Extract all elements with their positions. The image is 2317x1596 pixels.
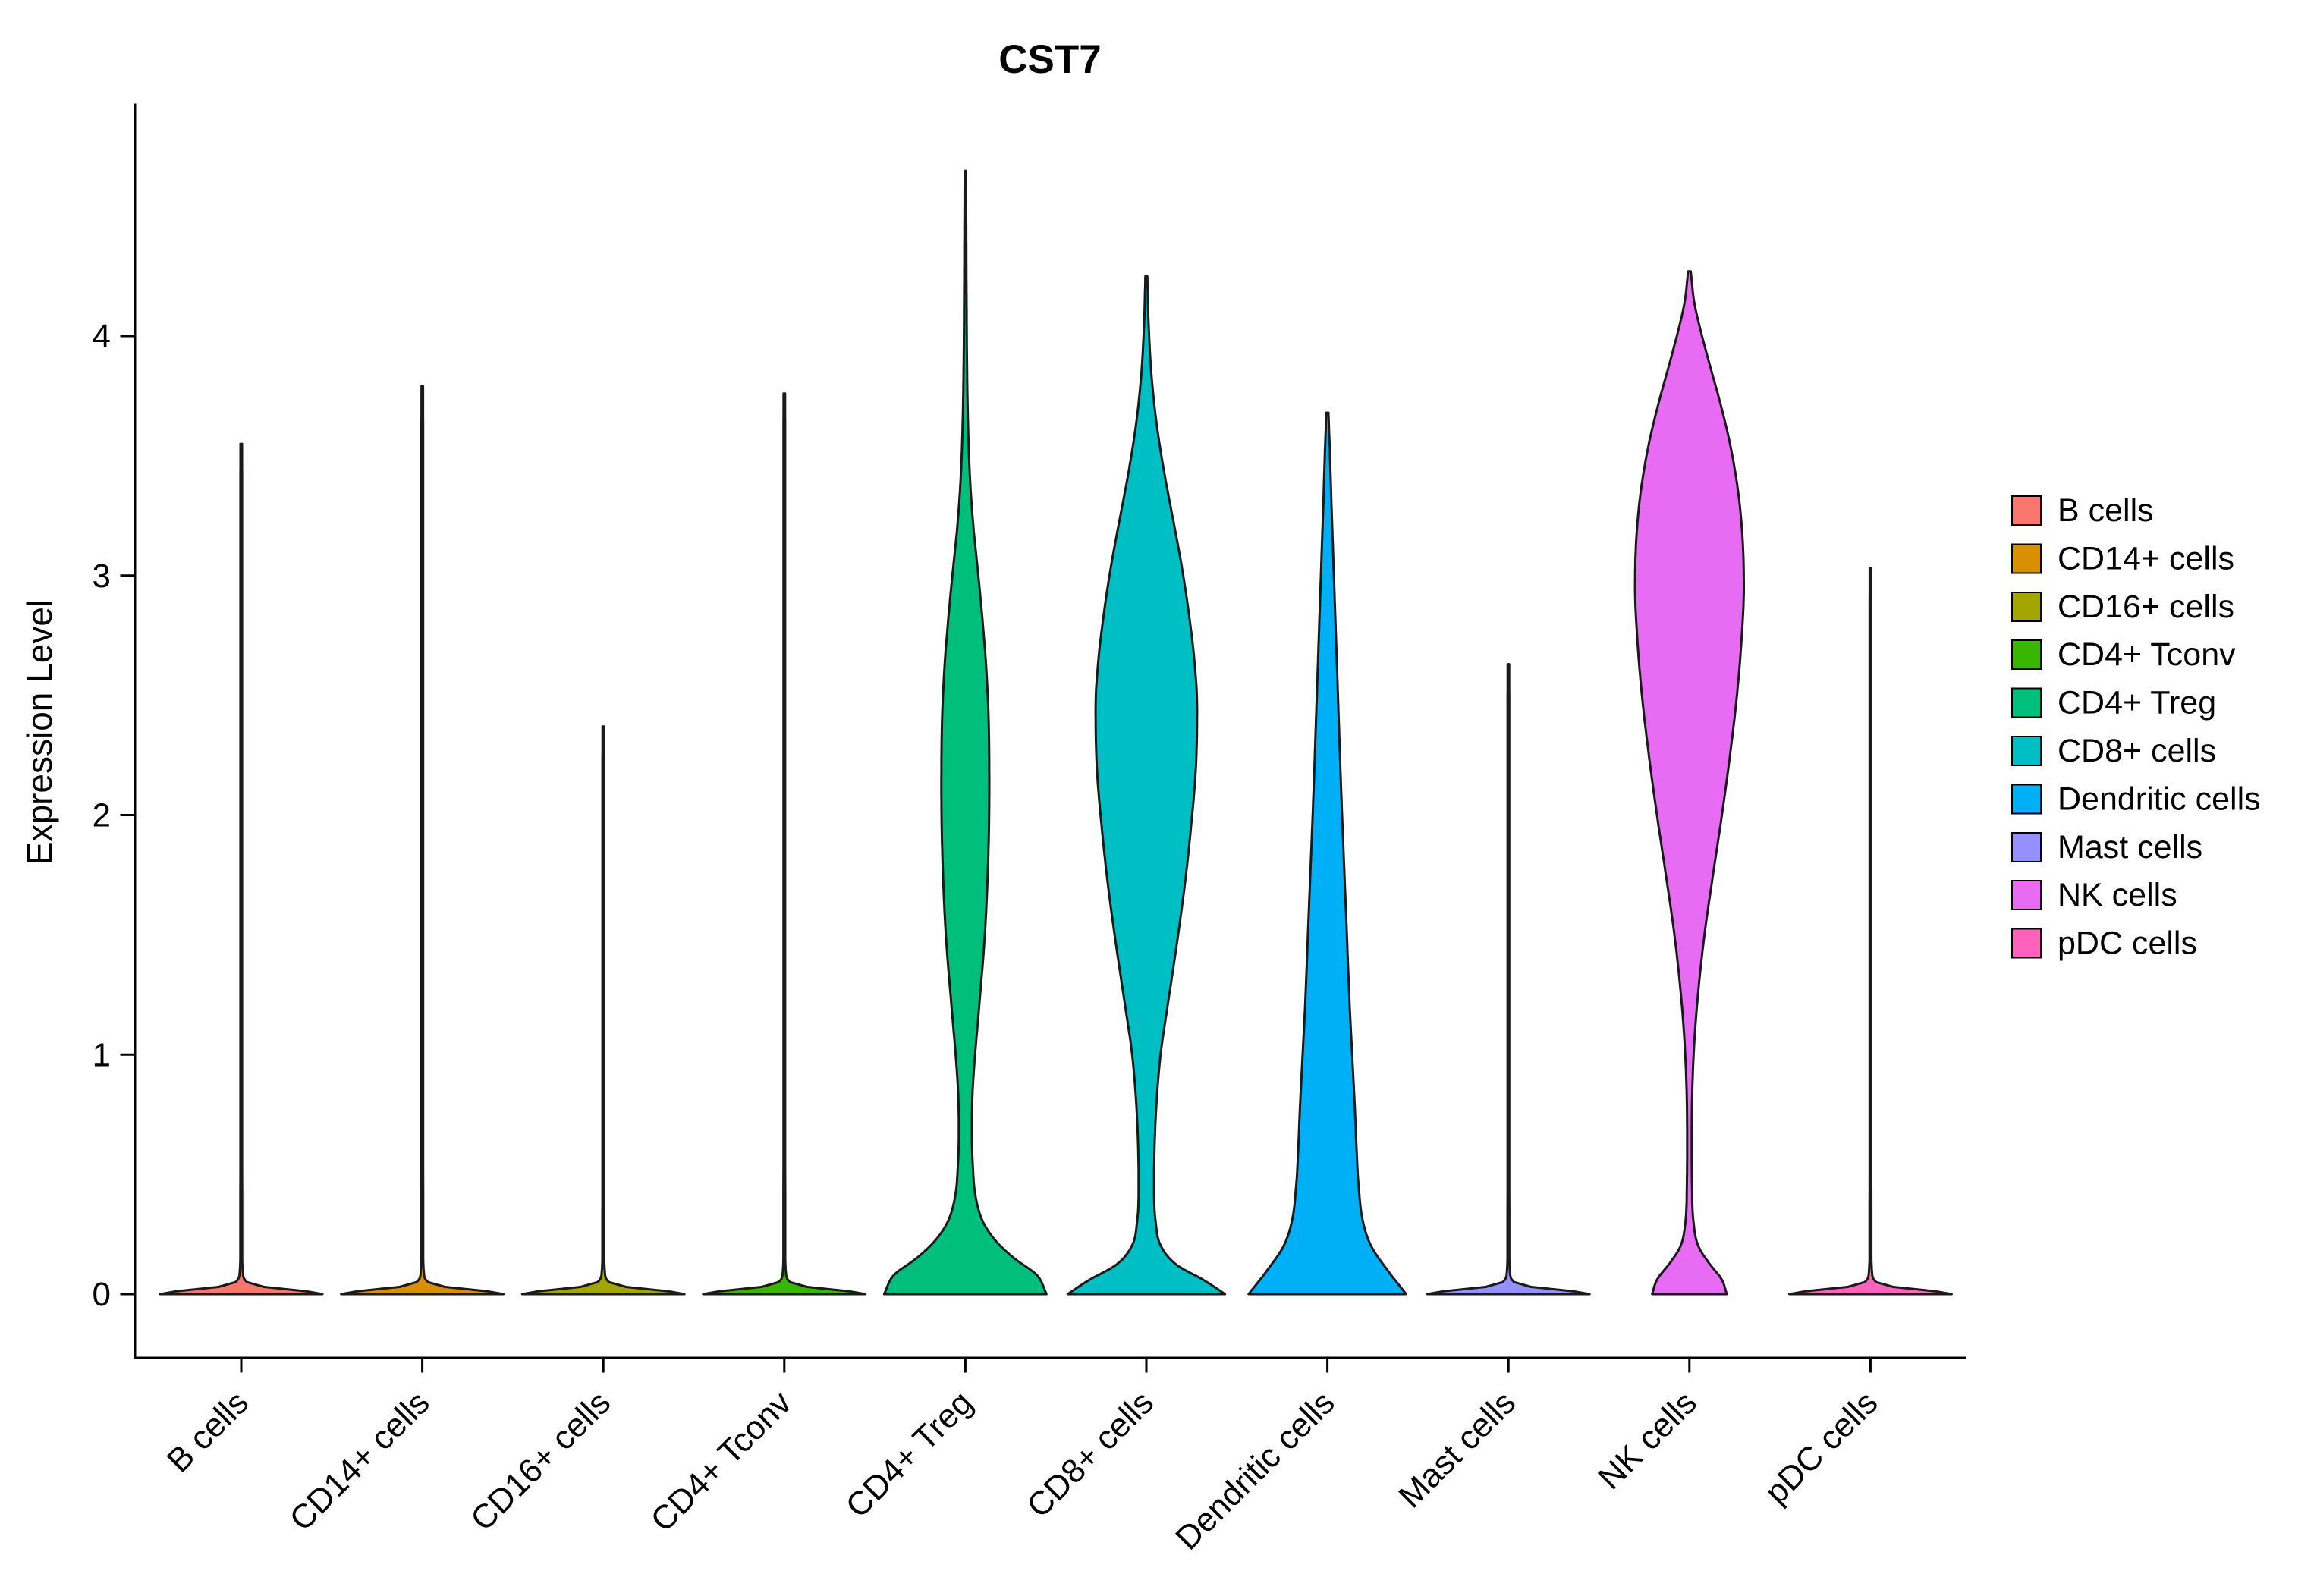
violin-dendritic-cells xyxy=(1247,411,1407,1296)
y-tick-label: 0 xyxy=(93,1276,111,1313)
legend-label: CD14+ cells xyxy=(2058,540,2234,577)
x-tick-label: Dendritic cells xyxy=(1168,1384,1341,1557)
legend-item: pDC cells xyxy=(2011,925,2197,962)
legend-label: Mast cells xyxy=(2058,829,2202,866)
y-tick-label: 3 xyxy=(93,558,111,595)
legend-swatch xyxy=(2011,784,2042,815)
violin-cd14-cells xyxy=(340,385,505,1296)
axes: 0 1 2 3 4 xyxy=(93,103,1966,1373)
legend-swatch xyxy=(2011,687,2042,718)
legend-item: CD4+ Treg xyxy=(2011,685,2216,721)
legend-label: CD4+ Treg xyxy=(2058,685,2216,721)
x-tick-label: CD4+ Treg xyxy=(839,1384,980,1525)
x-axis-labels: B cells CD14+ cells CD16+ cells CD4+ Tconv C… xyxy=(160,1384,1885,1557)
legend-label: NK cells xyxy=(2058,877,2177,913)
violin-cd8-cells xyxy=(1066,275,1227,1296)
legend-swatch xyxy=(2011,543,2042,574)
x-tick-label: CD14+ cells xyxy=(282,1384,436,1538)
x-tick-label: CD16+ cells xyxy=(464,1384,618,1538)
legend-item: CD4+ Tconv xyxy=(2011,636,2236,673)
legend-item: NK cells xyxy=(2011,877,2177,913)
legend-swatch xyxy=(2011,591,2042,622)
legend-label: CD16+ cells xyxy=(2058,589,2234,625)
legend-swatch xyxy=(2011,736,2042,766)
violin-mast-cells xyxy=(1426,663,1591,1296)
x-tick-label: Mast cells xyxy=(1391,1384,1523,1515)
y-axis-label: Expression Level xyxy=(20,599,59,865)
legend: B cells CD14+ cells CD16+ cells CD4+ Tconv C… xyxy=(2011,492,2261,962)
violin-cd16-cells xyxy=(520,725,686,1296)
y-tick-label: 1 xyxy=(93,1036,111,1073)
violin-pdc-cells xyxy=(1787,567,1953,1296)
x-tick-label: CD4+ Tconv xyxy=(643,1384,798,1538)
legend-item: Dendritic cells xyxy=(2011,781,2261,817)
x-tick-label: CD8+ cells xyxy=(1020,1384,1161,1525)
legend-item: B cells xyxy=(2011,492,2154,529)
y-tick-label: 4 xyxy=(93,318,111,355)
legend-item: CD16+ cells xyxy=(2011,589,2234,625)
y-tick-label: 2 xyxy=(93,797,111,834)
legend-swatch xyxy=(2011,831,2042,862)
violins xyxy=(159,169,1953,1296)
legend-label: B cells xyxy=(2058,492,2154,529)
chart-title: CST7 xyxy=(998,37,1101,82)
x-tick-label: B cells xyxy=(160,1384,256,1479)
x-tick-label: pDC cells xyxy=(1758,1384,1885,1511)
legend-label: pDC cells xyxy=(2058,925,2197,962)
legend-label: Dendritic cells xyxy=(2058,781,2261,817)
violin-b-cells xyxy=(159,442,324,1296)
legend-swatch xyxy=(2011,880,2042,911)
legend-swatch xyxy=(2011,928,2042,959)
violin-cd4-treg xyxy=(882,169,1048,1296)
legend-label: CD4+ Tconv xyxy=(2058,636,2236,673)
violin-cd4-tconv xyxy=(702,392,867,1296)
x-tick-label: NK cells xyxy=(1591,1384,1704,1497)
violin-nk-cells xyxy=(1633,270,1745,1296)
legend-label: CD8+ cells xyxy=(2058,733,2216,769)
legend-swatch xyxy=(2011,639,2042,671)
legend-item: Mast cells xyxy=(2011,829,2202,866)
legend-swatch xyxy=(2011,495,2042,526)
legend-item: CD8+ cells xyxy=(2011,733,2216,769)
legend-item: CD14+ cells xyxy=(2011,540,2234,577)
